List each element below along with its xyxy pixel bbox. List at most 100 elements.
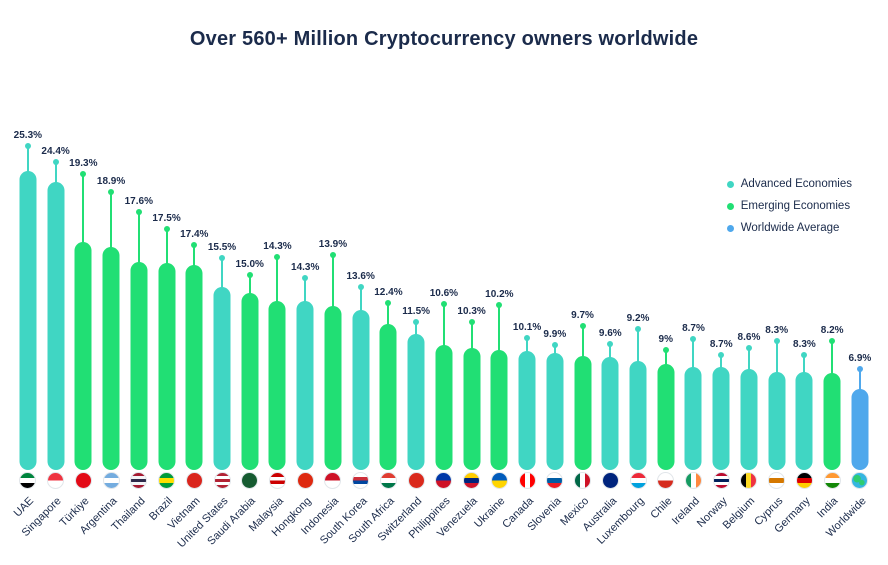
bar-column-canada: 10.1%	[513, 118, 541, 470]
stem	[664, 351, 667, 366]
stem	[26, 147, 29, 173]
value-label-malaysia: 14.3%	[263, 241, 292, 252]
flag-cell	[319, 472, 347, 489]
dot-icon	[635, 326, 642, 332]
bar-column-hongkong: 14.3%	[291, 118, 319, 470]
legend-dot-worldwide-icon	[726, 224, 734, 232]
stem	[193, 246, 196, 267]
flag-cell	[624, 472, 652, 489]
dot-icon	[80, 171, 87, 177]
stem	[747, 349, 750, 371]
flag-luxembourg-icon	[629, 472, 647, 489]
value-label-worldwide: 6.9%	[848, 353, 872, 364]
bar-venezuela	[463, 348, 481, 470]
name-cell: Chile	[648, 493, 680, 565]
bar-column-t-rkiye: 19.3%	[69, 118, 98, 470]
flag-cell	[375, 472, 403, 489]
stem	[526, 339, 529, 353]
value-label-australia: 9.6%	[598, 328, 622, 339]
dot-icon	[24, 143, 31, 149]
value-label-indonesia: 13.9%	[318, 239, 348, 250]
flag-row	[14, 472, 874, 489]
stem	[165, 230, 168, 265]
value-label-south-korea: 13.6%	[346, 271, 375, 282]
legend-dot-advanced-icon	[726, 180, 734, 188]
bar-philippines	[435, 345, 453, 470]
value-label-india: 8.2%	[820, 325, 844, 336]
stem	[637, 330, 640, 363]
dot-icon	[524, 335, 531, 341]
dot-icon	[135, 209, 142, 215]
flag-ireland-icon	[684, 472, 702, 489]
value-label-brazil: 17.5%	[152, 213, 181, 224]
value-label-cyprus: 8.3%	[765, 325, 789, 336]
value-label-saudi-arabia: 15.0%	[235, 259, 264, 270]
flag-cell	[652, 472, 680, 489]
legend-label-worldwide: Worldwide Average	[740, 222, 840, 234]
dot-icon	[496, 302, 503, 308]
value-label-canada: 10.1%	[512, 322, 542, 333]
value-label-venezuela: 10.3%	[457, 306, 486, 317]
flag-cell	[180, 472, 208, 489]
bar-column-brazil: 17.5%	[152, 118, 181, 470]
flag-cell	[69, 472, 97, 489]
stem	[276, 258, 279, 303]
flag-slovenia-icon	[546, 472, 564, 489]
stem	[553, 346, 556, 355]
stem	[498, 306, 501, 352]
flag-uae-icon	[19, 472, 37, 489]
dot-icon	[329, 252, 336, 258]
bar-column-mexico: 9.7%	[569, 118, 597, 470]
stem	[82, 175, 85, 244]
dot-icon	[191, 242, 198, 248]
name-cell: Slovenia	[525, 493, 569, 565]
flag-argentina-icon	[102, 472, 120, 489]
bar-column-switzerland: 11.5%	[402, 118, 430, 470]
flag-saudi-arabia-icon	[241, 472, 259, 489]
bar-india	[823, 373, 841, 470]
stem	[858, 370, 861, 391]
stem	[831, 342, 834, 375]
flag-malaysia-icon	[268, 472, 286, 489]
bar-column-chile: 9%	[652, 118, 680, 470]
bar-column-slovenia: 9.9%	[541, 118, 569, 470]
bar-column-saudi-arabia: 15.0%	[236, 118, 264, 470]
value-label-t-rkiye: 19.3%	[69, 158, 98, 169]
bar-column-belgium: 8.6%	[735, 118, 763, 470]
stem	[803, 356, 806, 374]
stem	[248, 276, 251, 295]
bar-column-australia: 9.6%	[596, 118, 624, 470]
dot-icon	[385, 300, 392, 306]
flag-cell	[569, 472, 597, 489]
bar-column-vietnam: 17.4%	[180, 118, 208, 470]
stem	[359, 288, 362, 312]
flag-belgium-icon	[740, 472, 758, 489]
flag-cell	[430, 472, 458, 489]
flag-mexico-icon	[574, 472, 592, 489]
bar-argentina	[102, 247, 120, 470]
stem	[775, 342, 778, 374]
bar-south-africa	[379, 324, 397, 470]
bar-mexico	[574, 356, 592, 470]
flag-cell	[42, 472, 70, 489]
dot-icon	[856, 366, 863, 372]
bar-column-indonesia: 13.9%	[319, 118, 347, 470]
value-label-united-states: 15.5%	[207, 242, 237, 253]
flag-cell	[680, 472, 708, 489]
bar-column-luxembourg: 9.2%	[624, 118, 652, 470]
dot-icon	[52, 159, 59, 165]
bar-column-norway: 8.7%	[707, 118, 735, 470]
stem	[470, 323, 473, 350]
bar-column-south-africa: 12.4%	[374, 118, 403, 470]
bar-chile	[657, 364, 675, 470]
value-label-mexico: 9.7%	[571, 310, 594, 321]
name-cell: Worldwide	[824, 493, 874, 565]
flag-thailand-icon	[130, 472, 148, 489]
stem	[54, 163, 57, 184]
stem	[137, 213, 140, 264]
value-label-belgium: 8.6%	[737, 332, 761, 343]
bar-luxembourg	[629, 361, 647, 470]
flag-cell	[291, 472, 319, 489]
flag-cell	[541, 472, 569, 489]
flag-venezuela-icon	[463, 472, 481, 489]
